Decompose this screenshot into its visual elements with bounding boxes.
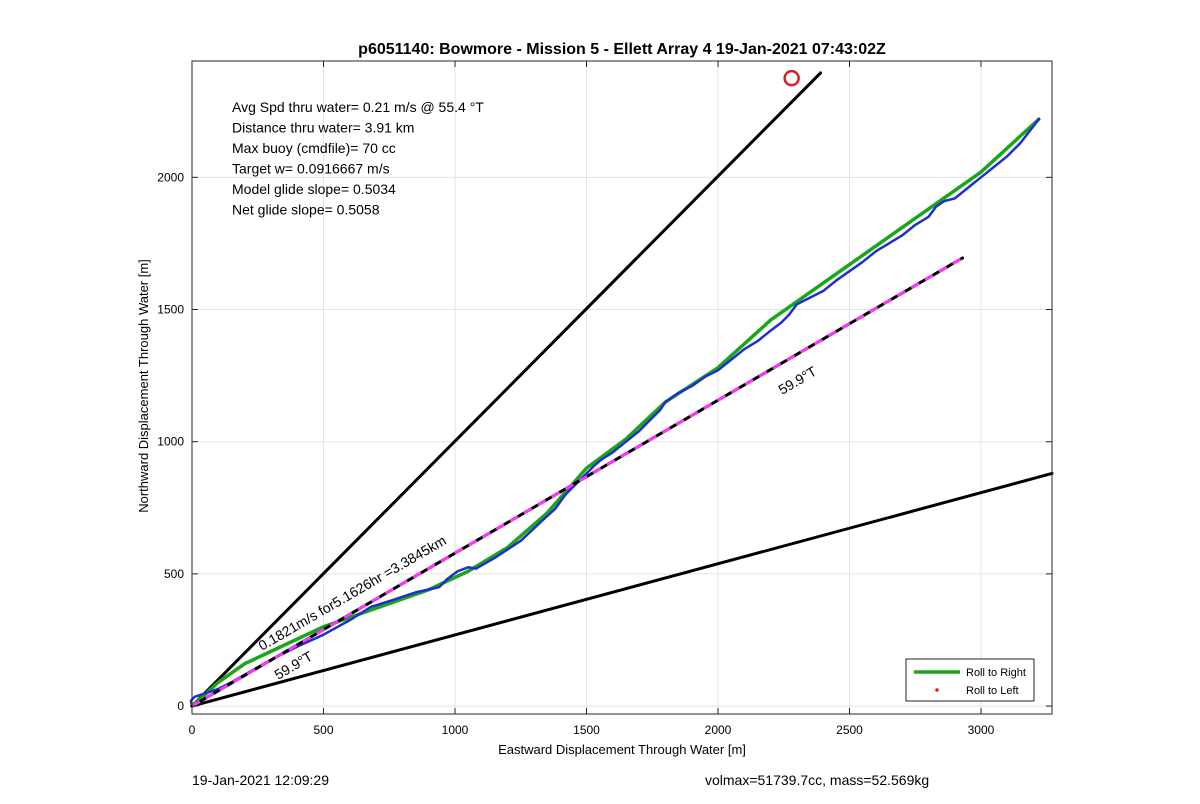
axes-box	[191, 60, 1053, 715]
stats-line: Net glide slope= 0.5058	[232, 202, 380, 218]
legend-label: Roll to Right	[966, 667, 1026, 679]
x-tick-label: 2500	[836, 723, 863, 737]
footer-vehicle-info: volmax=51739.7cc, mass=52.569kg	[705, 772, 930, 788]
y-tick-label: 2000	[157, 170, 184, 184]
x-tick-label: 1500	[573, 723, 600, 737]
y-tick-label: 500	[164, 567, 184, 581]
stats-panel: Avg Spd thru water= 0.21 m/s @ 55.4 °T Di…	[232, 99, 484, 218]
series-layer	[189, 69, 1054, 708]
y-tick-label: 1500	[157, 303, 184, 317]
x-tick-label: 3000	[968, 723, 995, 737]
y-tick-label: 1000	[157, 435, 184, 449]
reference-line-steep	[190, 71, 823, 708]
x-tick-label: 0	[189, 723, 196, 737]
legend-swatch-dot	[935, 688, 939, 692]
chart-title: p6051140: Bowmore - Mission 5 - Ellett A…	[358, 41, 886, 58]
series-track	[189, 117, 1041, 708]
stats-line: Max buoy (cmdfile)= 70 cc	[232, 140, 396, 156]
x-tick-label: 1000	[442, 723, 469, 737]
stats-line: Model glide slope= 0.5034	[232, 181, 396, 197]
legend: Roll to Right Roll to Left	[905, 658, 1035, 702]
footer-timestamp: 19-Jan-2021 12:09:29	[192, 772, 329, 788]
legend-box	[905, 658, 1035, 702]
stats-line: Avg Spd thru water= 0.21 m/s @ 55.4 °T	[232, 99, 484, 115]
x-tick-label: 2000	[705, 723, 732, 737]
axis-ticks: 0 500 1000 1500 2000 2500 3000 0 500 1000 1500 2000	[157, 61, 1052, 737]
y-tick-label: 0	[177, 699, 184, 713]
stats-line: Target w= 0.0916667 m/s	[232, 161, 390, 177]
x-axis-label: Eastward Displacement Through Water [m]	[498, 742, 746, 757]
stats-line: Distance thru water= 3.91 km	[232, 120, 414, 136]
reference-line-shallow	[190, 471, 1054, 708]
y-axis-label: Northward Displacement Through Water [m]	[136, 259, 151, 513]
legend-label: Roll to Left	[966, 685, 1019, 697]
series-roll-to-right	[190, 117, 1041, 708]
x-tick-label: 500	[313, 723, 333, 737]
waypoint-marker	[783, 69, 800, 87]
reference-line-heading-dash	[191, 256, 964, 708]
